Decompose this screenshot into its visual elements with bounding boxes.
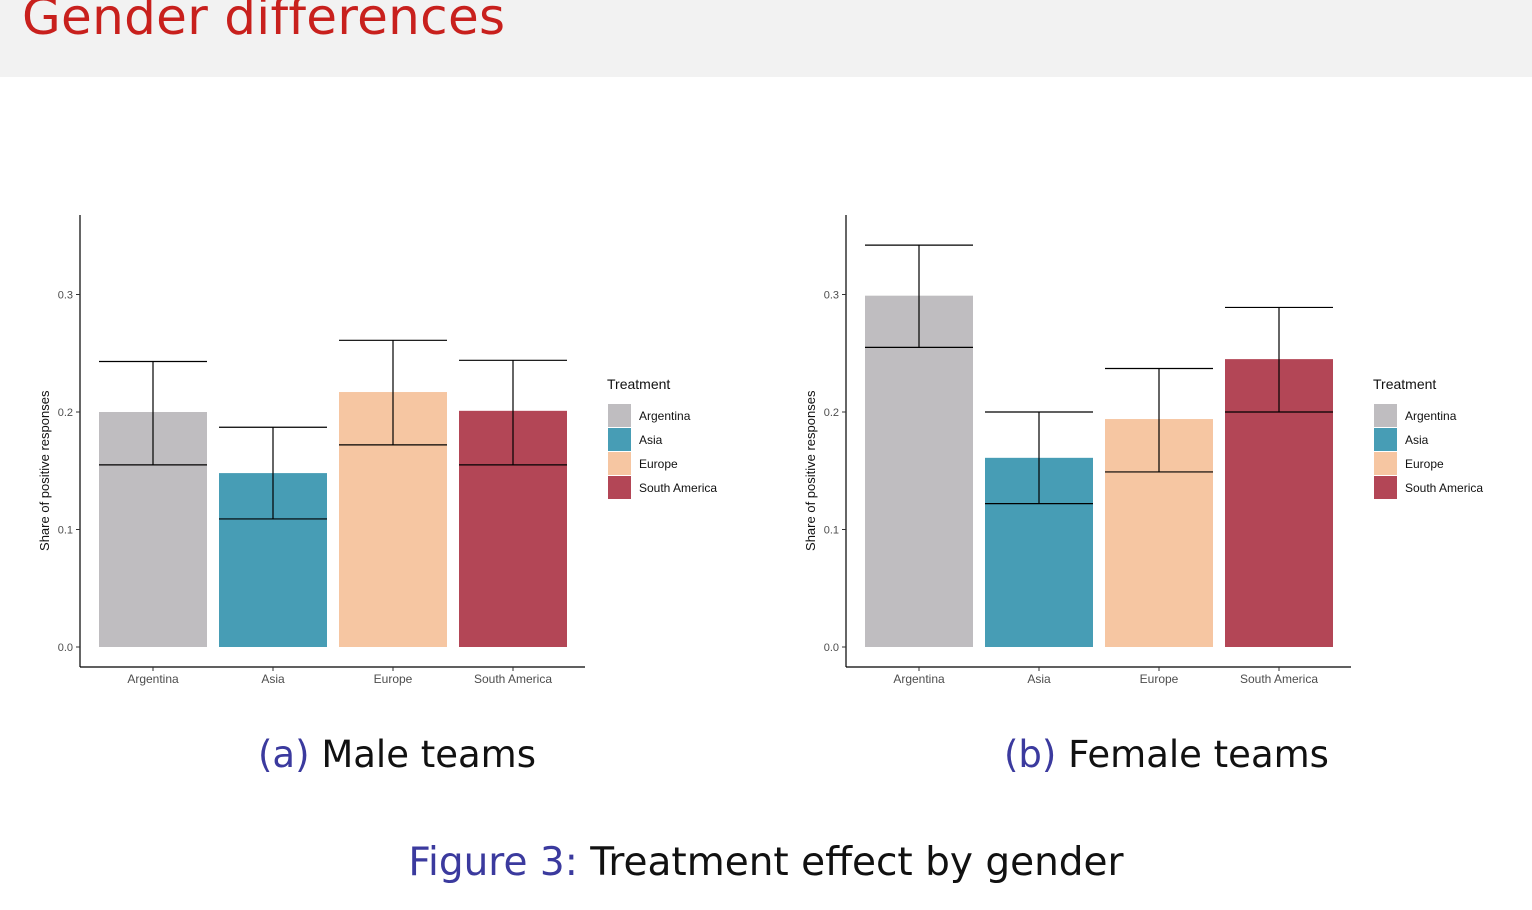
legend-title: Treatment	[607, 376, 670, 392]
figure-caption: Figure 3: Treatment effect by gender	[0, 840, 1532, 885]
legend-key-south-america	[1374, 476, 1397, 499]
legend-label: Argentina	[639, 409, 691, 423]
x-tick-label: Europe	[1140, 672, 1179, 686]
slide-header: Gender differences	[0, 0, 1532, 77]
subcaption-text: Female teams	[1068, 733, 1329, 776]
y-tick-label: 0.3	[58, 290, 73, 302]
subcaption-text: Male teams	[321, 733, 536, 776]
slide-title: Gender differences	[22, 0, 506, 46]
legend-label: Argentina	[1405, 409, 1457, 423]
x-tick-label: Asia	[261, 672, 285, 686]
bar-argentina	[865, 295, 973, 647]
y-tick-label: 0.0	[824, 642, 839, 654]
x-tick-label: Argentina	[893, 672, 945, 686]
legend-label: Europe	[1405, 457, 1444, 471]
y-tick-label: 0.2	[58, 407, 73, 419]
legend-label: Europe	[639, 457, 678, 471]
y-axis-title: Share of positive responses	[37, 390, 52, 551]
x-tick-label: South America	[474, 672, 552, 686]
subcaption-male: (a) Male teams	[258, 733, 536, 776]
subcaption-label: (b)	[1004, 733, 1057, 776]
y-tick-label: 0.1	[824, 525, 839, 537]
figure-label: Figure 3:	[408, 840, 578, 885]
legend-key-europe	[1374, 452, 1397, 475]
y-tick-label: 0.1	[58, 525, 73, 537]
legend-key-argentina	[1374, 404, 1397, 427]
x-tick-label: Europe	[374, 672, 413, 686]
y-tick-label: 0.2	[824, 407, 839, 419]
x-tick-label: Asia	[1027, 672, 1051, 686]
legend-title: Treatment	[1373, 376, 1436, 392]
y-axis-title: Share of positive responses	[803, 390, 818, 551]
chart-male-teams: 0.0 0.1 0.2 0.3 Share of positive responses A…	[37, 215, 717, 686]
x-tick-label: Argentina	[127, 672, 179, 686]
legend-label: South America	[1405, 481, 1483, 495]
x-tick-label: South America	[1240, 672, 1318, 686]
figure-caption-text: Treatment effect by gender	[590, 840, 1124, 885]
y-tick-label: 0.0	[58, 642, 73, 654]
legend-label: Asia	[639, 433, 663, 447]
subcaption-label: (a)	[258, 733, 310, 776]
chart-female-teams: 0.0 0.1 0.2 0.3 Share of positive responses A…	[803, 215, 1483, 686]
legend-key-asia	[608, 428, 631, 451]
legend-key-south-america	[608, 476, 631, 499]
legend-label: Asia	[1405, 433, 1429, 447]
legend-key-argentina	[608, 404, 631, 427]
y-tick-label: 0.3	[824, 290, 839, 302]
legend-key-europe	[608, 452, 631, 475]
legend-key-asia	[1374, 428, 1397, 451]
legend-label: South America	[639, 481, 717, 495]
subcaption-female: (b) Female teams	[1004, 733, 1329, 776]
